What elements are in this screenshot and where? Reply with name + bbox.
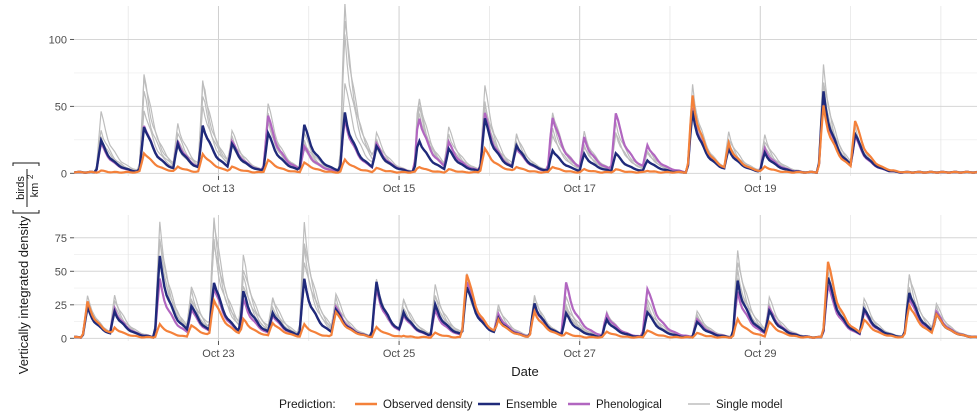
legend-label-single-model: Single model	[716, 399, 782, 411]
series-single-model-line	[74, 21, 977, 174]
tick-label-x: Oct 27	[563, 348, 595, 360]
y-axis-title: Vertically integrated density birds km 2	[12, 162, 41, 375]
series-ensemble-line	[74, 91, 977, 175]
tick-label-y: 50	[55, 266, 67, 278]
tick-label-y: 100	[49, 34, 67, 46]
x-axis-title: Date	[511, 364, 538, 379]
legend-label-observed-density: Observed density	[383, 399, 473, 411]
panel-1: 0 50 100 Oct 13 Oct 15 Oct 17 Oct 19	[49, 4, 977, 195]
panel-2: 0 25 50 75 Oct 23 Oct 25 Oct 27 Oct 29	[55, 215, 977, 360]
tick-label-y: 0	[61, 333, 67, 345]
legend-label-ensemble: Ensemble	[506, 399, 557, 411]
tick-label-y: 75	[55, 233, 67, 245]
tick-label-x: Oct 19	[744, 183, 776, 195]
y-axis-unit-numerator: birds	[15, 176, 27, 200]
plot-panels: 0 50 100 Oct 13 Oct 15 Oct 17 Oct 19 0 25 50 75 Oct…	[49, 4, 977, 360]
tick-label-y: 50	[55, 101, 67, 113]
legend-title: Prediction:	[279, 397, 336, 411]
tick-label-x: Oct 23	[202, 348, 234, 360]
series-observed-density-line	[74, 95, 977, 174]
legend-label-phenological: Phenological	[596, 399, 662, 411]
tick-label-x: Oct 25	[383, 348, 415, 360]
legend: Prediction: Observed density Ensemble Phen…	[279, 397, 782, 411]
tick-label-x: Oct 17	[563, 183, 595, 195]
series-observed-density-line	[74, 261, 977, 339]
y-axis-title-text: Vertically integrated density	[16, 216, 31, 375]
y-axis-unit-bracket	[12, 162, 40, 214]
y-axis-unit-exponent: 2	[26, 174, 35, 179]
series-lines	[74, 217, 977, 339]
y-axis-unit-denominator: km	[29, 183, 41, 198]
series-lines	[74, 4, 977, 175]
tick-label-y: 0	[61, 168, 67, 180]
tick-label-y: 25	[55, 300, 67, 312]
series-single-model-line	[74, 4, 977, 174]
tick-label-x: Oct 29	[744, 348, 776, 360]
tick-label-x: Oct 15	[383, 183, 415, 195]
tick-label-x: Oct 13	[202, 183, 234, 195]
